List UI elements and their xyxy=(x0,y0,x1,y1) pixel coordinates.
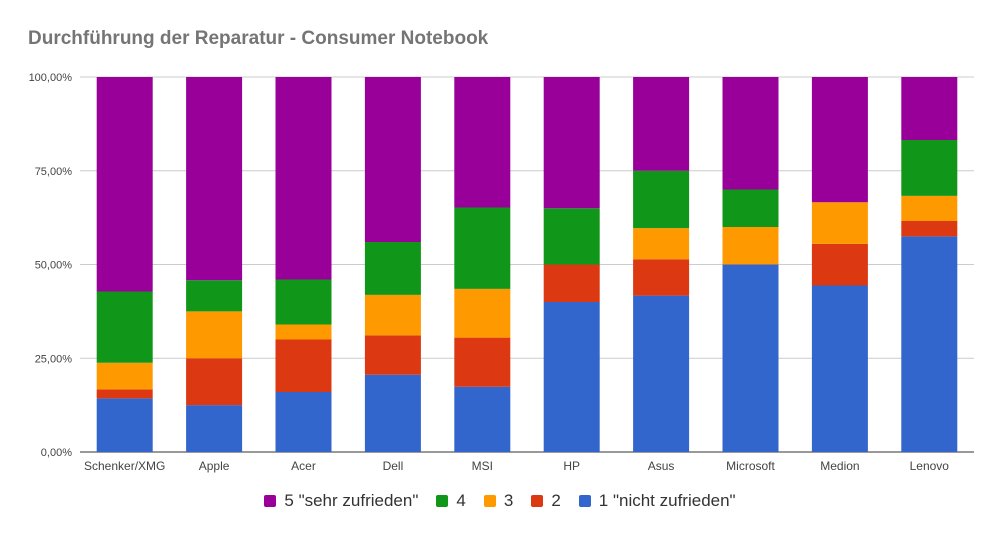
legend-item-2[interactable]: 2 xyxy=(531,491,561,511)
bar-segment xyxy=(454,386,511,452)
legend-item-5-sehr-zufrieden[interactable]: 5 "sehr zufrieden" xyxy=(264,491,418,511)
y-tick-label: 100,00% xyxy=(29,72,73,84)
legend-label: 5 "sehr zufrieden" xyxy=(284,491,419,510)
x-tick-label: Microsoft xyxy=(726,459,775,473)
bar-segment xyxy=(96,389,153,399)
bar-segment xyxy=(364,335,421,375)
bar-segment xyxy=(543,208,600,265)
x-tick-label: Acer xyxy=(291,459,316,473)
legend-label: 1 "nicht zufrieden" xyxy=(598,491,736,510)
legend-swatch xyxy=(264,495,277,507)
bar-segment xyxy=(901,140,958,196)
bar-segment xyxy=(811,285,868,452)
legend-label: 2 xyxy=(551,491,561,510)
y-tick-label: 75,00% xyxy=(35,166,73,178)
bar-segment xyxy=(96,77,153,292)
bar-segment xyxy=(454,207,511,289)
bar-segment xyxy=(811,202,868,244)
bar-segment xyxy=(901,221,958,237)
chart-legend: 5 "sehr zufrieden" 4 3 2 1 "nicht zufrie… xyxy=(0,488,1000,514)
bar-segment xyxy=(96,398,153,452)
bar-segment xyxy=(364,374,421,452)
y-tick-label: 0,00% xyxy=(41,447,72,459)
bar-segment xyxy=(186,311,243,359)
bar-segment xyxy=(722,77,779,190)
bar-segment xyxy=(901,236,958,452)
x-tick-label: Schenker/XMG xyxy=(84,459,165,473)
bar-segment xyxy=(722,189,779,227)
bar-segment xyxy=(186,77,243,281)
bar-segment xyxy=(901,77,958,140)
bar-segment xyxy=(275,77,332,280)
bar-segment xyxy=(275,339,332,392)
bar-segment xyxy=(364,242,421,295)
bar-segment xyxy=(275,392,332,452)
y-tick-label: 25,00% xyxy=(35,353,73,365)
bar-segment xyxy=(901,195,958,221)
bar-segment xyxy=(633,259,690,296)
bar-segment xyxy=(454,77,511,208)
bar-segment xyxy=(633,295,690,452)
bar-segment xyxy=(722,264,779,452)
bar-segment xyxy=(543,77,600,209)
bar-segment xyxy=(543,302,600,452)
bar-segment xyxy=(454,288,511,338)
bar-segment xyxy=(633,228,690,260)
legend-swatch xyxy=(531,495,544,507)
bar-segment xyxy=(633,170,690,229)
bar-segment xyxy=(364,294,421,336)
bar-segment xyxy=(633,77,690,171)
x-tick-label: Medion xyxy=(820,459,859,473)
x-tick-label: Dell xyxy=(383,459,404,473)
bar-segment xyxy=(96,362,153,390)
bar-segment xyxy=(722,227,779,265)
legend-swatch xyxy=(436,495,449,507)
bar-segment xyxy=(186,280,243,312)
chart-title: Durchführung der Reparatur - Consumer No… xyxy=(28,28,489,49)
bar-segment xyxy=(811,77,868,203)
bar-segment xyxy=(96,291,153,363)
bar-segment xyxy=(186,405,243,452)
bar-segment xyxy=(811,243,868,286)
legend-label: 4 xyxy=(456,491,466,510)
x-tick-label: HP xyxy=(563,459,580,473)
bar-segment xyxy=(364,77,421,242)
x-tick-label: Lenovo xyxy=(910,459,950,473)
legend-item-1-nicht-zufrieden[interactable]: 1 "nicht zufrieden" xyxy=(578,491,736,511)
x-tick-label: MSI xyxy=(472,459,493,473)
bar-segment xyxy=(186,358,243,406)
y-tick-label: 50,00% xyxy=(35,260,73,272)
legend-swatch xyxy=(578,495,591,507)
legend-item-4[interactable]: 4 xyxy=(436,491,466,511)
legend-swatch xyxy=(483,495,496,507)
bar-segment xyxy=(543,264,600,302)
bar-segment xyxy=(454,337,511,387)
legend-item-3[interactable]: 3 xyxy=(483,491,514,511)
legend-label: 3 xyxy=(503,491,514,510)
x-tick-label: Apple xyxy=(199,459,230,473)
bar-segment xyxy=(275,279,332,325)
bar-segment xyxy=(275,324,332,340)
x-tick-label: Asus xyxy=(648,459,675,473)
